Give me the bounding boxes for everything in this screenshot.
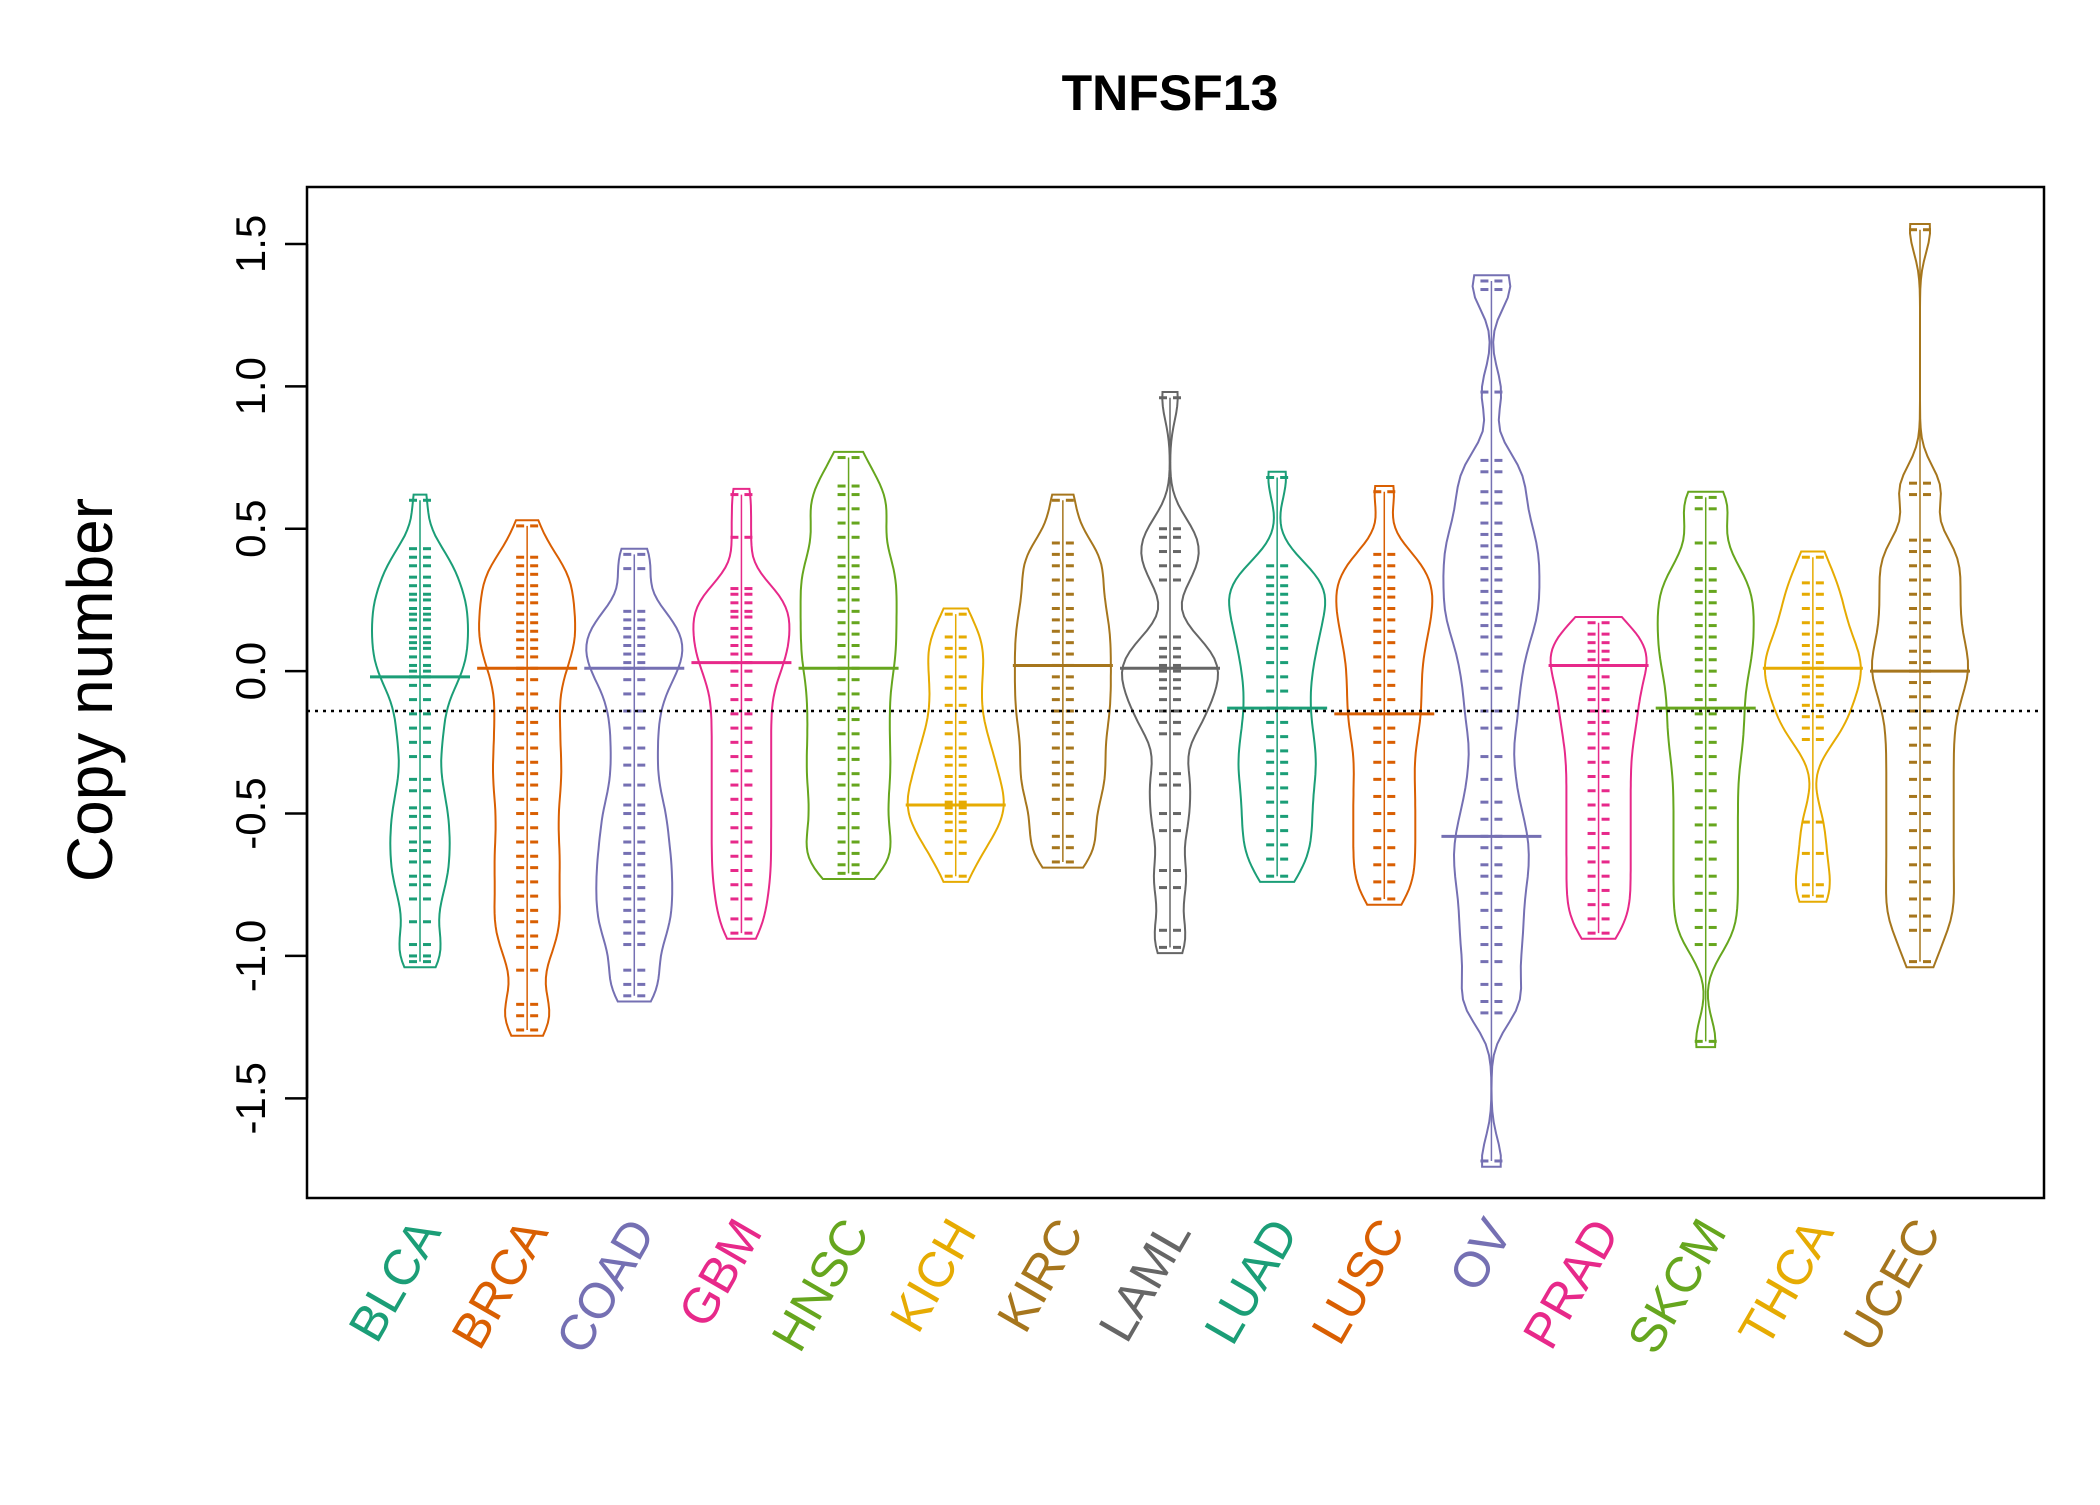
bean-outline-thca xyxy=(1763,550,1862,903)
bean-outline-lusc xyxy=(1335,485,1434,906)
bean-thca xyxy=(1762,550,1863,903)
bean-outline-kich xyxy=(906,607,1005,883)
y-tick-label: 0.5 xyxy=(227,500,274,558)
bean-kich xyxy=(905,607,1006,883)
bean-outline-coad xyxy=(585,547,684,1003)
bean-skcm xyxy=(1655,490,1756,1049)
bean-hnsc xyxy=(798,450,899,880)
y-tick-label: -0.5 xyxy=(227,777,274,849)
y-tick-label: 1.0 xyxy=(227,357,274,415)
beans-layer xyxy=(370,223,1970,1168)
bean-outline-brca xyxy=(478,519,577,1037)
bean-outline-kirc xyxy=(1013,493,1112,869)
bean-outline-laml xyxy=(1120,391,1220,955)
bean-ov xyxy=(1441,274,1542,1168)
bean-outline-prad xyxy=(1549,616,1648,940)
bean-ucec xyxy=(1870,223,1970,969)
y-axis-label: Copy number xyxy=(54,498,126,882)
bean-blca xyxy=(370,493,470,969)
bean-outline-skcm xyxy=(1656,490,1755,1049)
bean-brca xyxy=(477,519,578,1037)
bean-coad xyxy=(584,547,685,1003)
bean-prad xyxy=(1548,616,1649,940)
bean-gbm xyxy=(691,487,792,940)
bean-outline-blca xyxy=(370,493,470,969)
bean-kirc xyxy=(1012,493,1113,869)
bean-outline-ucec xyxy=(1870,223,1970,969)
bean-outline-luad xyxy=(1228,470,1327,883)
y-tick-label: -1.5 xyxy=(227,1062,274,1134)
chart-title: TNFSF13 xyxy=(1062,65,1279,121)
y-tick-label: 0.0 xyxy=(227,642,274,700)
y-tick-label: 1.5 xyxy=(227,215,274,273)
y-axis: -1.5 -1.0 -0.5 0.0 0.5 1.0 1.5 xyxy=(227,215,309,1135)
bean-lusc xyxy=(1334,485,1435,906)
bean-outline-hnsc xyxy=(799,450,898,880)
bean-outline-ov xyxy=(1442,274,1541,1168)
bean-outline-gbm xyxy=(692,487,791,940)
bean-luad xyxy=(1227,470,1328,883)
y-tick-label: -1.0 xyxy=(227,920,274,992)
